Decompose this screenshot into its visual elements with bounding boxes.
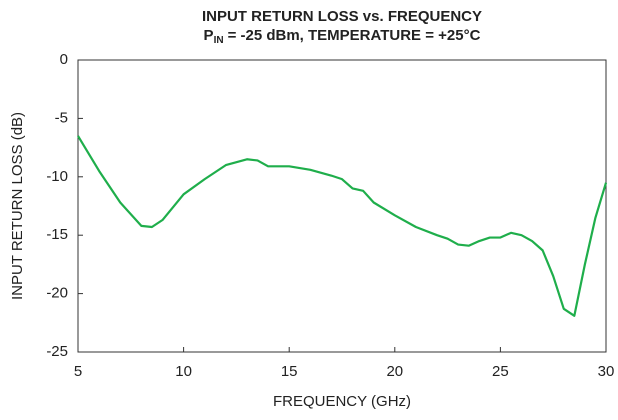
x-tick-label: 15 [281,363,298,380]
x-tick-label: 10 [175,363,192,380]
y-axis-label: INPUT RETURN LOSS (dB) [9,112,26,300]
x-tick-label: 30 [598,363,615,380]
x-tick-label: 25 [492,363,509,380]
subtitle-subscript: IN [214,35,224,46]
x-tick-label: 20 [386,363,403,380]
y-tick-label: -5 [55,109,68,126]
y-tick-label: -15 [46,226,68,243]
y-tick-label: 0 [60,51,68,68]
x-tick-label: 5 [74,363,82,380]
chart-title: INPUT RETURN LOSS vs. FREQUENCY [202,8,482,25]
x-axis-label: FREQUENCY (GHz) [273,393,411,410]
y-tick-label: -10 [46,168,68,185]
subtitle-symbol: P [204,27,214,44]
subtitle-text: = -25 dBm, TEMPERATURE = +25°C [228,27,481,44]
chart-subtitle: PIN = -25 dBm, TEMPERATURE = +25°C [204,27,481,46]
y-tick-label: -25 [46,343,68,360]
y-tick-label: -20 [46,285,68,302]
plot-frame [77,59,607,353]
data-line [77,135,608,317]
